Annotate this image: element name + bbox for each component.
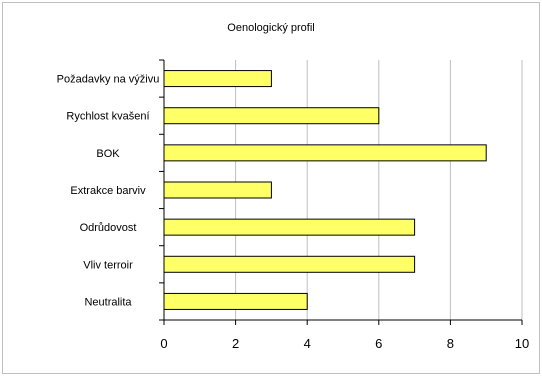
category-label: Odrůdovost bbox=[80, 222, 137, 234]
bar bbox=[163, 292, 308, 310]
x-tick-label: 8 bbox=[447, 336, 454, 351]
bar bbox=[163, 255, 416, 273]
bar bbox=[163, 70, 272, 88]
category-label: BOK bbox=[96, 148, 120, 160]
category-label: Rychlost kvašení bbox=[66, 111, 149, 123]
category-label: Vliv terroir bbox=[83, 259, 133, 271]
bar bbox=[163, 181, 272, 199]
x-tick-label: 10 bbox=[515, 336, 529, 351]
x-tick-label: 0 bbox=[160, 336, 167, 351]
bar bbox=[163, 218, 416, 236]
category-label: Požadavky na výživu bbox=[57, 74, 160, 86]
x-tick-label: 4 bbox=[304, 336, 311, 351]
bar bbox=[163, 107, 380, 125]
x-tick-label: 6 bbox=[375, 336, 382, 351]
category-label: Extrakce barviv bbox=[70, 185, 146, 197]
chart-title: Oenologický profil bbox=[227, 22, 315, 34]
category-label: Neutralita bbox=[84, 296, 132, 308]
bar bbox=[163, 144, 487, 162]
x-tick-label: 2 bbox=[232, 336, 239, 351]
